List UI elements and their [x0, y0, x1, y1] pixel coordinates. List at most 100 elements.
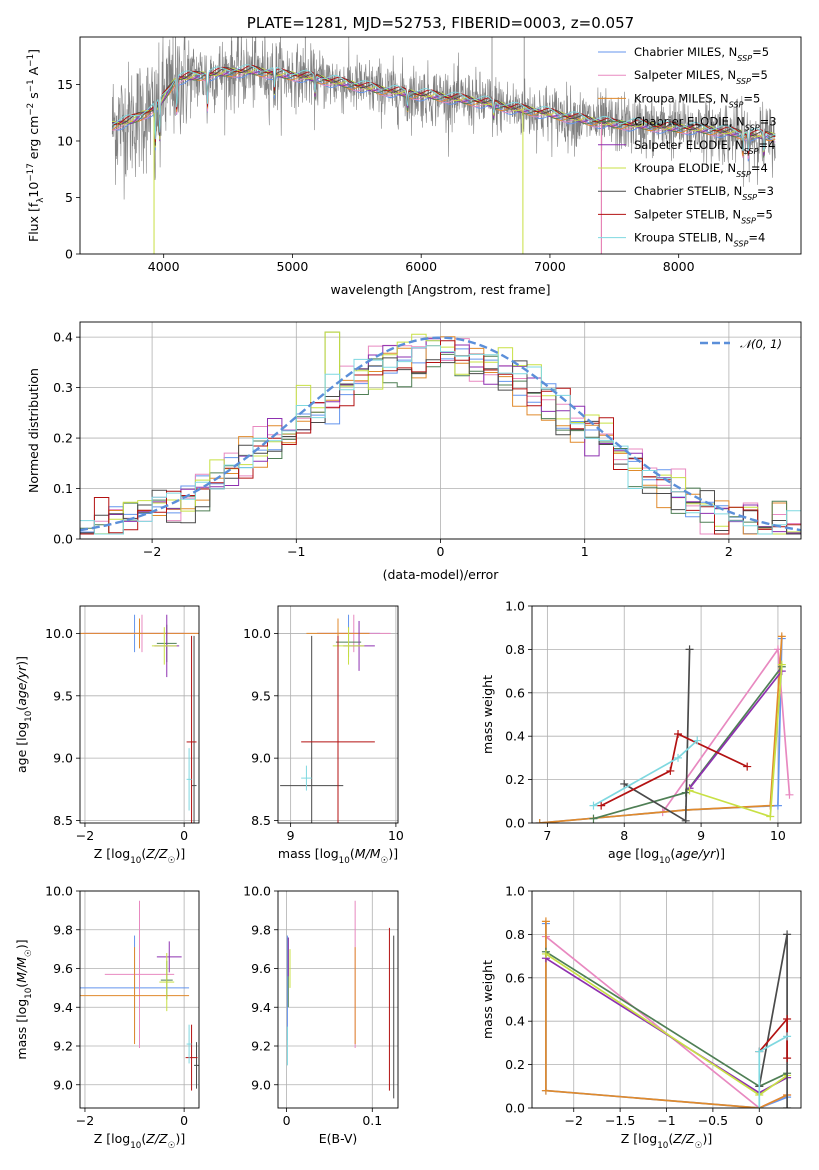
mass-Z-ytick-label-4: 9.8 [53, 922, 73, 937]
weight-age-marker-6-1 [681, 816, 690, 823]
mass-EBV-ytick-label-2: 9.4 [251, 1000, 271, 1015]
mass-Z-ytick-label-5: 10.0 [45, 884, 73, 899]
weight-age-ytick-label-0: 0.0 [505, 816, 525, 831]
spectrum-axes: 4000 5000 6000 7000 8000 0 5 10 15 [57, 36, 802, 274]
weight-Z-marker-5-0 [541, 949, 550, 958]
mass-Z-ytick-label-3: 9.6 [53, 961, 73, 976]
age-mass-ytick-label-0: 8.5 [251, 813, 271, 828]
weight-age-ytick-label-5: 1.0 [505, 599, 525, 614]
weight-Z-xtick-label-4: 0 [755, 1113, 763, 1128]
weight-Z-marker-8-2 [783, 1032, 792, 1041]
weight-age-series-7 [600, 732, 748, 807]
mass-Z-xlabel: Z [log10(Z/Z☉)] [94, 1131, 185, 1151]
weight-Z-marker-6-1 [783, 930, 792, 939]
spectrum-plot-area [111, 37, 776, 254]
weight-age-ytick-label-2: 0.4 [505, 729, 525, 744]
mass-EBV-ytick-label-4: 9.8 [251, 922, 271, 937]
residual-hist-8 [80, 345, 801, 535]
weight-Z-xlabel: Z [log10(Z/Z☉)] [621, 1131, 712, 1151]
spectrum-xtick-label-2: 6000 [405, 259, 437, 274]
weight-age-series-0 [539, 638, 783, 823]
age-mass-xlabel: mass [log10(M/M☉)] [278, 846, 398, 866]
mass-Z-axes: −2 0 9.0 9.2 9.4 9.6 9.8 10.0 Z [log10(Z/Z☉)] mas… [14, 884, 200, 1151]
spectrum-ylabel: Flux [fλ10−17 erg cm−2 s−1 A−1] [26, 49, 46, 242]
residuals-ytick-label-0: 0.0 [53, 532, 73, 547]
spectrum-ytick-label-3: 15 [57, 77, 73, 92]
mass-EBV-axes: 0 0.1 9.0 9.2 9.4 9.6 9.8 10.0 E(B-V) [243, 884, 399, 1146]
age-mass-axes: 9 10 8.5 9.0 9.5 10.0 mass [log10(M/M☉)] [243, 605, 404, 866]
weight-age-series-1 [662, 646, 791, 813]
weight-Z-ytick-label-1: 0.2 [505, 1057, 525, 1072]
mass-Z-ytick-label-0: 9.0 [53, 1077, 73, 1092]
weight-age-ytick-label-4: 0.8 [505, 642, 525, 657]
legend-entry-6: Chabrier STELIB, NSSP=3 [634, 184, 774, 202]
spectrum-model-7 [112, 65, 776, 155]
age-mass-frame [277, 605, 399, 824]
weight-age-axes: 7 8 9 10 0.0 0.2 0.4 0.6 0.8 1.0 age [log10(age/yr… [480, 599, 802, 866]
weight-age-marker-7-3 [743, 762, 752, 771]
age-Z-plot-area [80, 614, 199, 823]
gaussian-legend-label: 𝒩(0, 1) [740, 337, 782, 351]
weight-age-xtick-label-1: 8 [620, 828, 628, 843]
residuals-plot-area [80, 331, 801, 535]
weight-age-marker-2-0 [535, 819, 544, 823]
weight-Z-series-2 [545, 921, 788, 1108]
spectrum-model-8 [112, 64, 776, 152]
weight-age-marker-5-2 [777, 660, 786, 669]
weight-Z-ytick-label-0: 0.0 [505, 1101, 525, 1116]
weight-age-marker-7-1 [666, 766, 675, 775]
weight-age-marker-7-0 [597, 801, 606, 810]
gaussian-curve [80, 336, 801, 532]
residuals-xtick-label-2: 0 [437, 544, 445, 559]
weight-age-marker-8-2 [693, 736, 702, 745]
weight-age-marker-6-2 [685, 645, 694, 654]
residuals-xtick-label-1: −1 [287, 544, 305, 559]
mass-Z-ylabel: mass [log10(M/M☉)] [14, 939, 34, 1059]
residuals-xtick-label-3: 1 [581, 544, 589, 559]
weight-age-xtick-label-3: 10 [770, 828, 786, 843]
weight-age-ylabel: mass weight [480, 675, 495, 754]
mass-Z-ytick-label-1: 9.2 [53, 1039, 73, 1054]
spectrum-xtick-label-4: 8000 [663, 259, 695, 274]
age-Z-ytick-label-2: 9.5 [53, 688, 73, 703]
weight-age-marker-1-2 [785, 790, 794, 799]
weight-age-series-4 [688, 670, 783, 789]
weight-Z-xtick-label-3: −0.5 [698, 1113, 728, 1128]
residuals-ytick-label-2: 0.2 [53, 431, 73, 446]
weight-Z-ytick-label-3: 0.6 [505, 970, 525, 985]
age-Z-ylabel: age [log10(age/yr)] [14, 656, 34, 773]
weight-age-ytick-label-3: 0.6 [505, 685, 525, 700]
residuals-xtick-label-0: −2 [143, 544, 161, 559]
age-Z-ytick-label-0: 8.5 [53, 813, 73, 828]
weight-age-marker-2-3 [777, 632, 786, 641]
age-Z-xtick-label-0: −2 [76, 828, 94, 843]
legend-entry-8: Kroupa STELIB, NSSP=4 [634, 231, 765, 249]
weight-Z-marker-8-1 [755, 1047, 764, 1056]
mass-EBV-xtick-label-1: 0.1 [362, 1113, 382, 1128]
legend-entry-0: Chabrier MILES, NSSP=5 [634, 45, 769, 63]
weight-Z-xtick-label-1: −1.5 [605, 1113, 635, 1128]
mass-EBV-xtick-label-0: 0 [283, 1113, 291, 1128]
mass-EBV-ytick-label-5: 10.0 [243, 884, 271, 899]
weight-Z-plot-area [541, 917, 792, 1108]
age-Z-xlabel: Z [log10(Z/Z☉)] [94, 846, 185, 866]
age-Z-ytick-label-3: 10.0 [45, 626, 73, 641]
mass-Z-frame [79, 890, 200, 1109]
weight-Z-marker-8-0 [755, 1104, 764, 1108]
age-mass-ytick-label-2: 9.5 [251, 688, 271, 703]
legend-entry-3: Chabrier ELODIE, NSSP=3 [634, 115, 777, 133]
mass-EBV-plot-area [286, 900, 395, 1099]
weight-Z-ylabel: mass weight [480, 960, 495, 1039]
age-Z-xtick-label-1: 0 [180, 828, 188, 843]
weight-age-marker-5-1 [766, 812, 775, 821]
age-mass-xtick-label-1: 10 [388, 828, 404, 843]
residuals-xtick-label-4: 2 [725, 544, 733, 559]
legend-entry-1: Salpeter MILES, NSSP=5 [634, 68, 768, 86]
weight-Z-ytick-label-2: 0.4 [505, 1014, 525, 1029]
spectrum-model-5 [112, 67, 776, 155]
weight-age-marker-0-2 [773, 801, 782, 810]
mass-Z-ytick-label-2: 9.4 [53, 1000, 73, 1015]
weight-Z-marker-7-1 [783, 1015, 792, 1024]
spectrum-model-2 [111, 69, 776, 157]
